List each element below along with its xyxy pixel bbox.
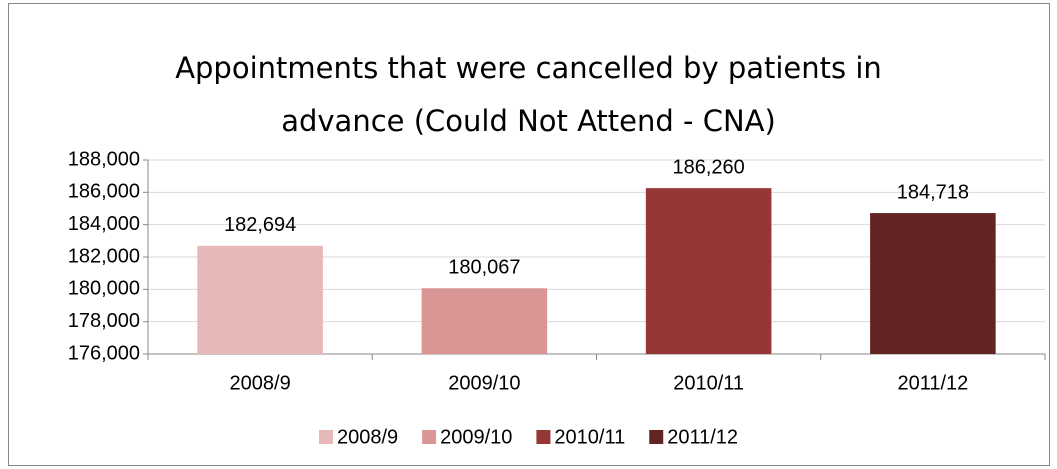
legend-swatch — [318, 430, 333, 444]
title-box: Appointments that were cancelled by pati… — [0, 42, 1057, 148]
legend-label: 2008/9 — [337, 426, 398, 448]
legend-label: 2009/10 — [440, 426, 512, 448]
bar — [870, 213, 996, 354]
legend-label: 2011/12 — [667, 426, 738, 448]
bar — [645, 188, 772, 354]
x-tick-label: 2010/11 — [673, 372, 744, 394]
x-tick-label: 2009/10 — [448, 372, 520, 394]
legend-swatch — [649, 430, 664, 444]
y-tick-label: 188,000 — [68, 148, 140, 170]
y-tick-label: 184,000 — [68, 213, 140, 235]
y-tick-label: 182,000 — [68, 245, 140, 267]
x-tick-label: 2008/9 — [230, 372, 291, 394]
chart-title: Appointments that were cancelled by pati… — [175, 51, 882, 138]
data-label: 182,694 — [224, 214, 296, 236]
x-tick-label: 2011/12 — [897, 372, 968, 394]
y-tick-label: 176,000 — [68, 342, 140, 364]
bar — [197, 245, 323, 354]
data-label: 184,718 — [897, 181, 969, 203]
data-label: 180,067 — [448, 257, 520, 279]
data-label: 186,260 — [672, 156, 744, 178]
bar — [421, 288, 548, 354]
y-tick-label: 186,000 — [68, 181, 140, 203]
y-tick-label: 178,000 — [68, 310, 140, 332]
legend-label: 2010/11 — [554, 426, 625, 448]
y-tick-label: 180,000 — [68, 278, 140, 300]
legend-swatch — [422, 430, 437, 444]
legend-swatch — [536, 430, 551, 444]
